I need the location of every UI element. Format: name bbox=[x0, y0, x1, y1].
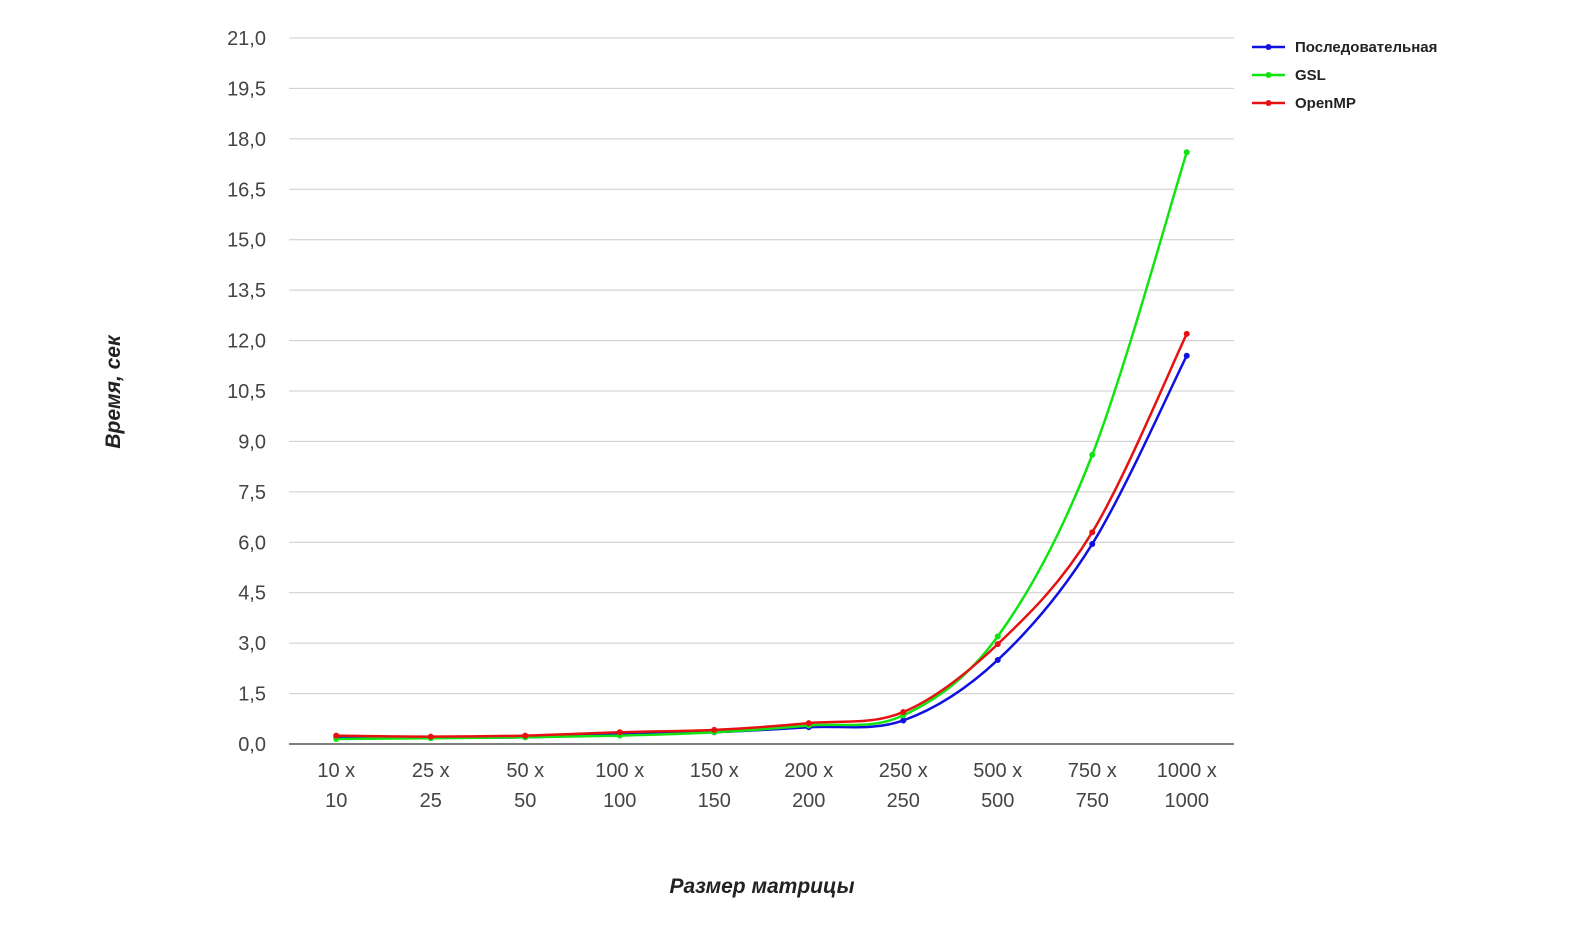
y-tick-label: 12,0 bbox=[227, 331, 266, 353]
y-tick-label: 10,5 bbox=[227, 381, 266, 403]
data-point bbox=[805, 720, 812, 727]
data-point bbox=[1183, 352, 1190, 359]
series-Последовательная bbox=[333, 352, 1190, 741]
y-axis-ticks: 0,0 1,5 3,0 4,5 6,0 7,5 9,0 10,5 12,0 13,5 15,0 16,… bbox=[227, 28, 266, 756]
y-tick-label: 21,0 bbox=[227, 28, 266, 50]
data-point bbox=[333, 732, 340, 739]
x-tick-label: 1000 x 1000 bbox=[1157, 760, 1217, 812]
data-point bbox=[711, 726, 718, 733]
data-point bbox=[1183, 149, 1190, 156]
y-axis-title: Время, сек bbox=[102, 334, 125, 449]
series-lines bbox=[333, 149, 1190, 742]
legend-item: Последовательная bbox=[1252, 39, 1437, 56]
legend-label: Последовательная bbox=[1295, 39, 1437, 56]
data-point bbox=[900, 717, 907, 724]
y-tick-label: 19,5 bbox=[227, 78, 266, 100]
data-point bbox=[900, 709, 907, 716]
legend-marker bbox=[1265, 72, 1272, 78]
x-tick-label: 150 x 150 bbox=[690, 760, 739, 812]
series-line bbox=[336, 151, 1188, 741]
data-point bbox=[994, 641, 1001, 648]
y-tick-label: 0,0 bbox=[238, 734, 266, 756]
series-line bbox=[336, 355, 1188, 739]
y-tick-label: 6,0 bbox=[238, 532, 266, 554]
legend: Последовательная GSL OpenMP bbox=[1252, 39, 1437, 112]
y-tick-label: 9,0 bbox=[238, 431, 266, 453]
data-point bbox=[994, 633, 1001, 640]
x-tick-label: 200 x 200 bbox=[784, 760, 833, 812]
x-tick-label: 25 x 25 bbox=[412, 760, 450, 812]
y-tick-label: 16,5 bbox=[227, 179, 266, 201]
x-tick-label: 10 x 10 bbox=[317, 760, 355, 812]
legend-item: GSL bbox=[1252, 67, 1326, 84]
x-tick-label: 50 x 50 bbox=[506, 760, 544, 812]
data-point bbox=[616, 729, 623, 736]
legend-marker bbox=[1265, 100, 1272, 106]
legend-marker bbox=[1265, 44, 1272, 50]
y-tick-label: 13,5 bbox=[227, 280, 266, 302]
series-OpenMP bbox=[333, 330, 1190, 740]
series-GSL bbox=[333, 149, 1190, 742]
y-tick-label: 4,5 bbox=[238, 583, 266, 605]
x-tick-label: 250 x 250 bbox=[879, 760, 928, 812]
y-tick-label: 3,0 bbox=[238, 633, 266, 655]
y-tick-label: 18,0 bbox=[227, 129, 266, 151]
data-point bbox=[994, 656, 1001, 663]
legend-label: GSL bbox=[1295, 67, 1326, 84]
data-point bbox=[1089, 529, 1096, 536]
x-axis-title: Размер матрицы bbox=[669, 875, 854, 898]
series-line bbox=[336, 333, 1188, 738]
data-point bbox=[1089, 540, 1096, 547]
data-point bbox=[522, 732, 529, 739]
data-point bbox=[427, 733, 434, 740]
data-point bbox=[1183, 330, 1190, 337]
gridlines bbox=[289, 37, 1234, 695]
x-tick-label: 100 x 100 bbox=[595, 760, 644, 812]
data-point bbox=[1089, 451, 1096, 458]
y-tick-label: 15,0 bbox=[227, 230, 266, 252]
x-tick-label: 750 x 750 bbox=[1068, 760, 1117, 812]
y-tick-label: 7,5 bbox=[238, 482, 266, 504]
y-tick-label: 1,5 bbox=[238, 684, 266, 706]
legend-label: OpenMP bbox=[1295, 95, 1356, 112]
x-tick-label: 500 x 500 bbox=[973, 760, 1022, 812]
legend-item: OpenMP bbox=[1252, 95, 1356, 112]
